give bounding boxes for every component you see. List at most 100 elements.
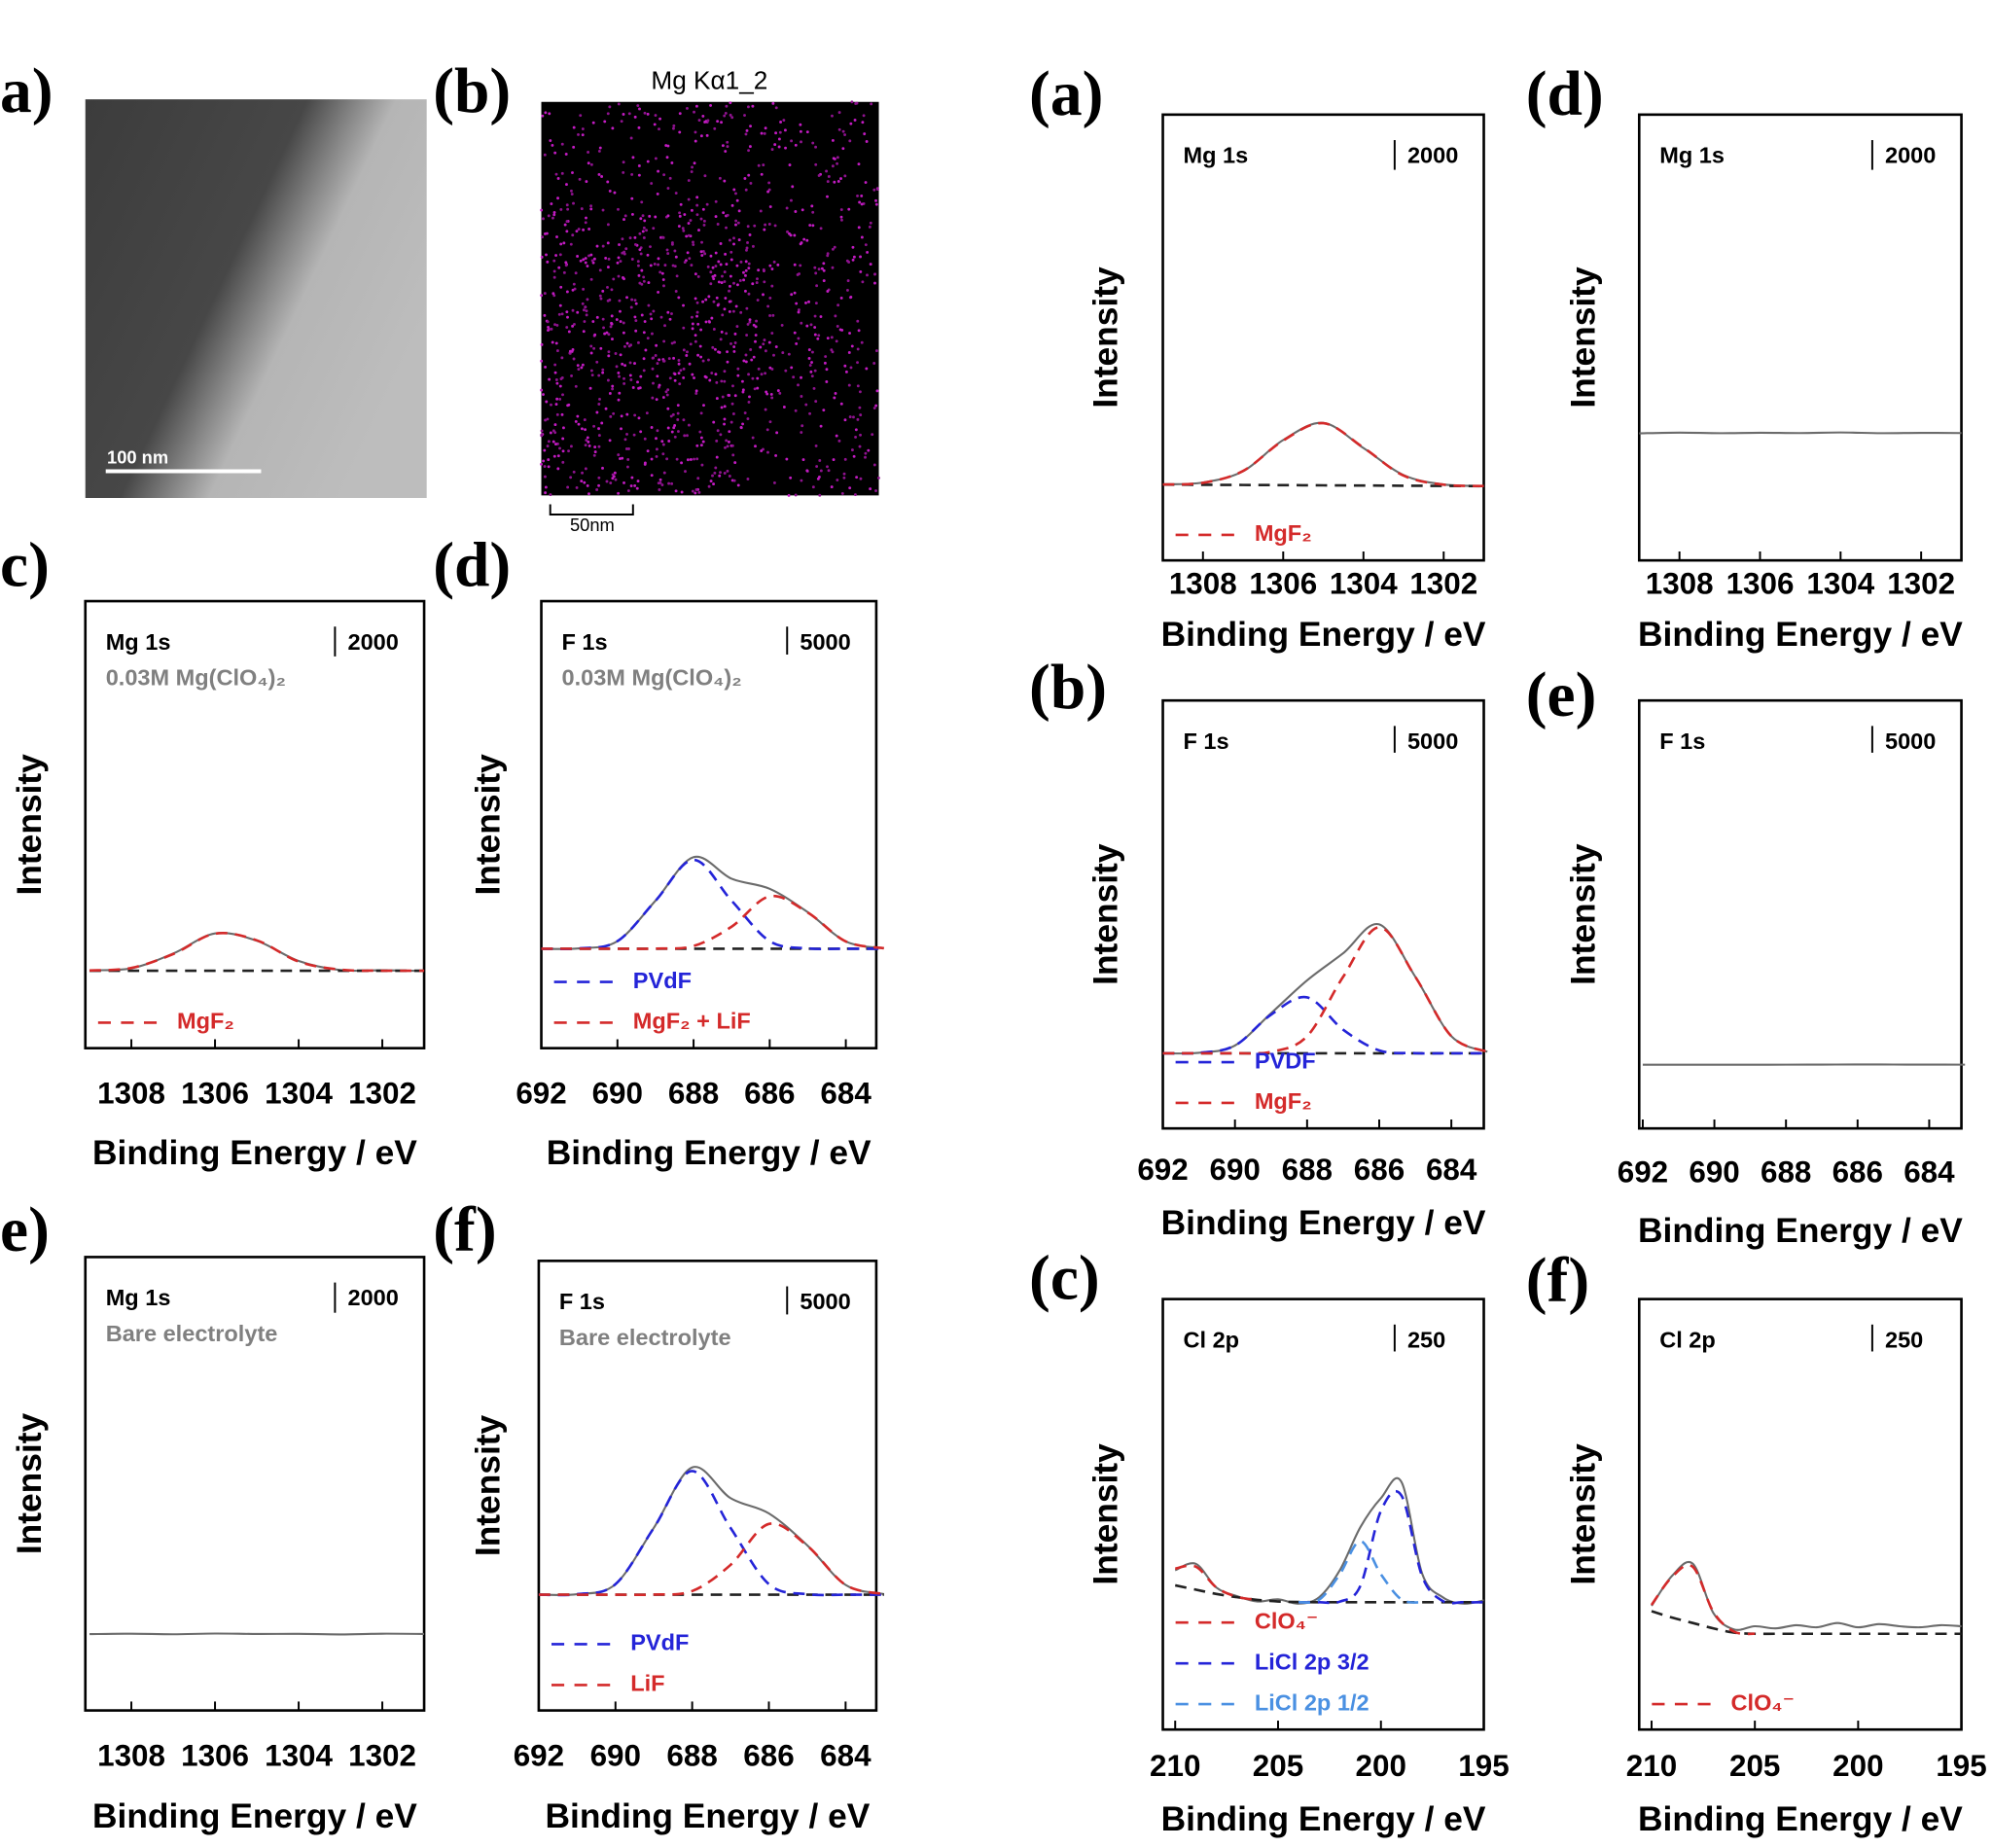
element-label: Mg 1s xyxy=(1659,143,1725,168)
eds-dot xyxy=(554,403,558,407)
eds-dot xyxy=(711,474,714,478)
eds-dot xyxy=(574,384,578,388)
eds-dot xyxy=(691,165,694,169)
eds-dot xyxy=(757,163,761,167)
eds-dot xyxy=(672,356,676,360)
eds-dot xyxy=(746,322,750,326)
eds-dot xyxy=(734,192,737,195)
eds-dot xyxy=(724,150,728,154)
eds-dot xyxy=(630,212,634,216)
eds-dot xyxy=(672,124,676,127)
eds-dot xyxy=(770,368,774,371)
eds-dot xyxy=(805,130,809,134)
eds-dot xyxy=(624,247,628,251)
eds-dot xyxy=(597,403,601,406)
eds-dot xyxy=(653,123,657,126)
eds-dot xyxy=(540,208,544,212)
eds-dot xyxy=(617,398,621,402)
eds-dot xyxy=(666,252,670,256)
eds-dot xyxy=(656,429,659,433)
spectrum-line xyxy=(538,1470,884,1597)
eds-dot xyxy=(836,479,839,481)
eds-dot xyxy=(623,364,626,368)
eds-dot xyxy=(859,269,863,273)
eds-dot xyxy=(614,478,618,481)
x-tick-label: 684 xyxy=(1903,1155,1955,1190)
eds-dot xyxy=(851,245,855,249)
eds-dot xyxy=(543,153,547,157)
eds-dot xyxy=(598,146,602,150)
eds-dot xyxy=(693,110,695,114)
eds-dot xyxy=(586,483,589,487)
eds-dot xyxy=(589,351,593,355)
plot-frame xyxy=(84,1256,426,1712)
eds-dot xyxy=(725,104,729,108)
eds-dot xyxy=(830,336,834,339)
x-tick-label: 688 xyxy=(668,1076,719,1110)
eds-dot xyxy=(582,258,586,262)
eds-dot xyxy=(542,217,545,221)
eds-dot xyxy=(747,373,751,376)
eds-dot xyxy=(560,356,564,360)
eds-dot xyxy=(744,268,748,272)
eds-dot xyxy=(686,458,690,462)
eds-dot xyxy=(590,373,594,377)
eds-dot xyxy=(644,348,648,352)
eds-dot xyxy=(548,112,551,116)
eds-dot xyxy=(714,265,718,267)
eds-dot xyxy=(762,163,765,167)
panel-label: e) xyxy=(0,1195,50,1265)
eds-dot xyxy=(729,250,733,254)
eds-dot xyxy=(656,192,659,195)
eds-dot xyxy=(818,459,822,462)
eds-dot xyxy=(618,374,621,378)
eds-dot xyxy=(575,485,579,489)
eds-dot xyxy=(587,227,591,231)
eds-dot xyxy=(625,341,629,345)
y-axis-label: Intensity xyxy=(469,754,507,896)
eds-dot xyxy=(673,340,676,344)
x-tick-label: 1308 xyxy=(97,1076,165,1110)
eds-dot xyxy=(658,383,661,387)
eds-dot xyxy=(770,284,774,288)
scale-bar-label: 5000 xyxy=(800,629,850,655)
eds-dot xyxy=(760,449,764,452)
eds-dot xyxy=(639,217,643,221)
eds-dot xyxy=(553,151,557,155)
x-tick-label: 686 xyxy=(744,1076,795,1110)
eds-dot xyxy=(621,251,624,255)
element-label: F 1s xyxy=(561,629,607,655)
eds-dot xyxy=(730,203,734,207)
eds-dot xyxy=(637,273,641,277)
eds-dot xyxy=(775,431,779,435)
eds-dot xyxy=(578,177,582,181)
eds-dot xyxy=(541,114,545,118)
eds-dot xyxy=(866,250,870,254)
eds-dot xyxy=(671,264,675,267)
eds-dot xyxy=(843,133,847,136)
eds-dot xyxy=(782,406,786,409)
eds-dot xyxy=(705,133,709,137)
eds-dot xyxy=(638,107,641,111)
eds-dot xyxy=(595,360,599,364)
eds-dot xyxy=(673,249,677,253)
eds-dot xyxy=(559,285,563,289)
eds-dot xyxy=(785,206,789,210)
eds-dot xyxy=(858,444,862,448)
eds-dot xyxy=(822,268,826,272)
x-tick-label: 1306 xyxy=(1726,567,1795,601)
eds-dot xyxy=(682,326,686,330)
eds-dot xyxy=(712,328,716,331)
eds-dot xyxy=(561,449,565,453)
eds-dot xyxy=(745,248,748,252)
eds-dot xyxy=(589,253,593,257)
eds-dot xyxy=(550,403,552,407)
eds-dot xyxy=(804,301,807,304)
eds-dot xyxy=(789,476,793,480)
eds-dot xyxy=(762,267,765,271)
eds-dot xyxy=(573,287,577,291)
eds-dot xyxy=(744,260,748,264)
eds-dot xyxy=(626,489,630,492)
eds-dot xyxy=(826,195,829,198)
legend-label: MgF₂ xyxy=(1255,520,1312,546)
